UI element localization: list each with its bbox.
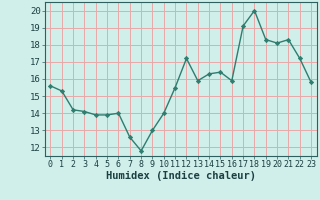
X-axis label: Humidex (Indice chaleur): Humidex (Indice chaleur) bbox=[106, 171, 256, 181]
